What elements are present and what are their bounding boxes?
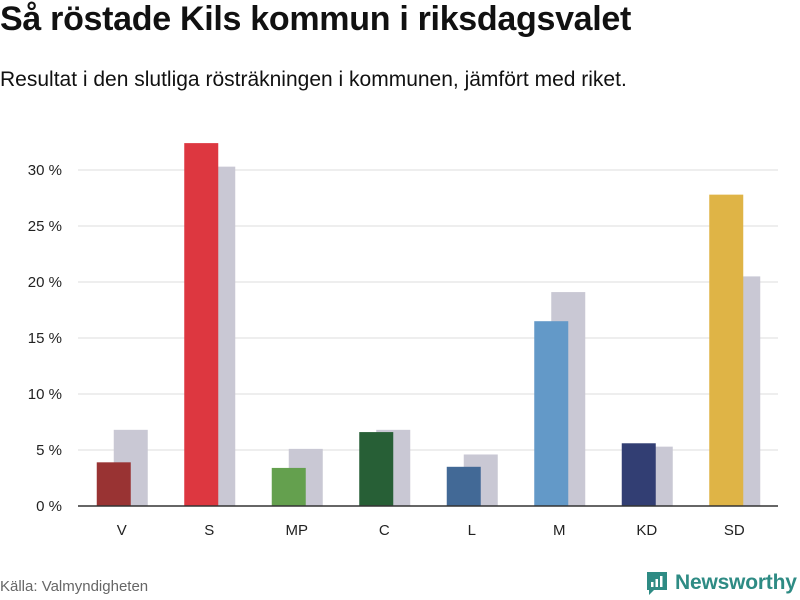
x-tick-label: MP [286,522,309,539]
y-tick-label: 10 % [28,386,62,403]
brand-name: Newsworthy [675,571,797,594]
x-tick-label: M [553,522,566,539]
x-tick-label: KD [636,522,657,539]
y-tick-label: 5 % [36,442,62,459]
x-tick-label: SD [724,522,745,539]
x-tick-label: S [204,522,214,539]
x-tick-label: L [468,522,476,539]
y-tick-label: 25 % [28,218,62,235]
bar-local [96,462,131,506]
newsworthy-logo-icon [647,572,667,595]
chart-subtitle: Resultat i den slutliga rösträkningen i … [0,68,627,91]
bar-local [359,432,394,506]
chart-title: Så röstade Kils kommun i riksdagsvalet [0,0,632,38]
bar-local [271,467,306,506]
y-tick-label: 0 % [36,498,62,515]
source-note: Källa: Valmyndigheten [0,578,149,595]
brand-logo: Newsworthy [645,570,797,596]
bar-local [534,321,569,506]
bar-local [446,466,481,506]
y-tick-label: 30 % [28,162,62,179]
x-tick-label: V [117,522,127,539]
x-tick-label: C [379,522,390,539]
bar-local [621,443,656,506]
y-tick-label: 15 % [28,330,62,347]
bar-local [184,143,219,506]
y-tick-label: 20 % [28,274,62,291]
bar-local [709,194,744,506]
